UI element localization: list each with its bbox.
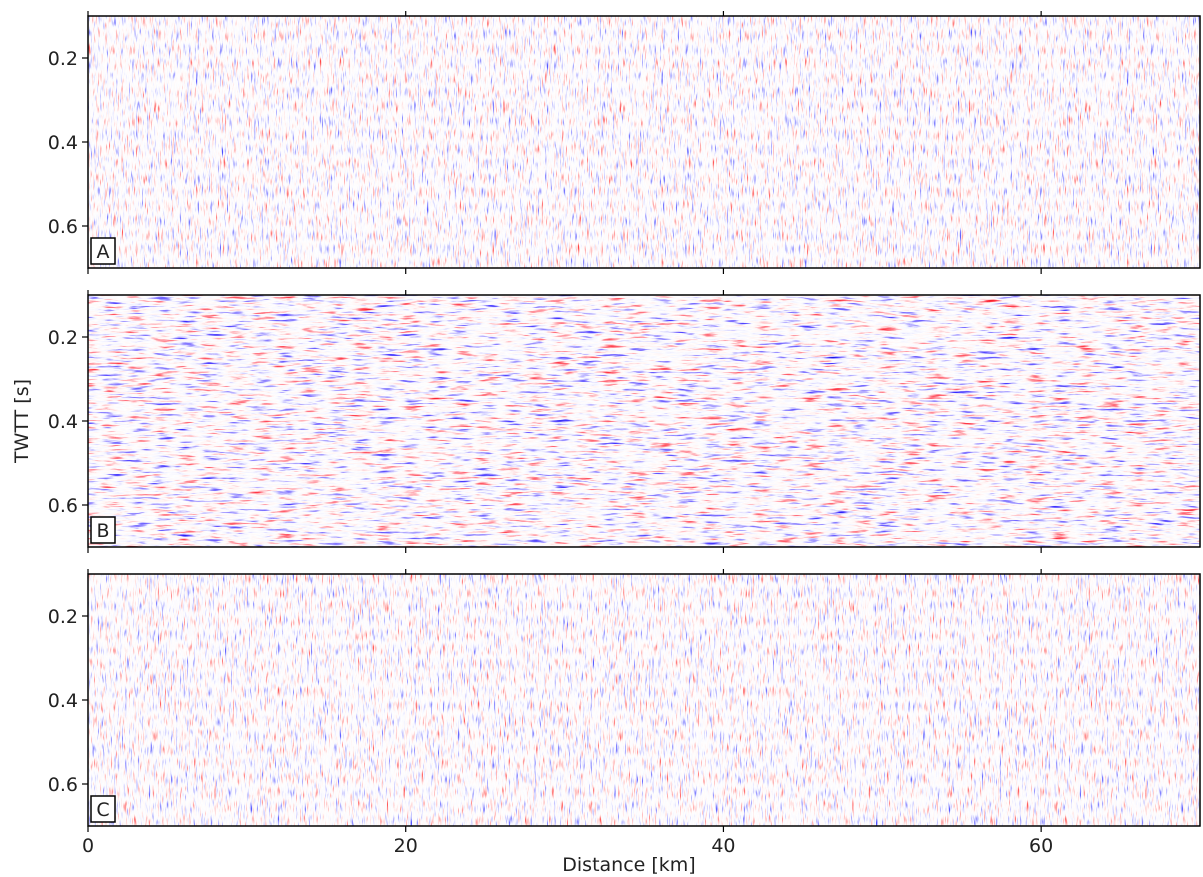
y-tick-label: 0.6 — [48, 495, 78, 517]
y-tick-label: 0.4 — [48, 411, 78, 433]
x-tick-label: 40 — [711, 835, 735, 857]
y-tick-label: 0.2 — [48, 48, 78, 70]
y-tick-label: 0.6 — [48, 216, 78, 238]
panel-label: C — [96, 799, 109, 821]
panel-label: B — [96, 520, 109, 542]
x-tick-label: 20 — [394, 835, 418, 857]
x-tick-label: 60 — [1029, 835, 1053, 857]
y-tick-label: 0.2 — [48, 327, 78, 349]
seismic-image — [88, 574, 1200, 826]
y-tick-label: 0.4 — [48, 690, 78, 712]
x-axis-label: Distance [km] — [562, 854, 695, 876]
y-tick-label: 0.2 — [48, 606, 78, 628]
panel-label-box — [90, 237, 116, 265]
seismic-image — [88, 16, 1200, 268]
panel-label-box — [90, 516, 116, 544]
y-axis-label: TWTT [s] — [11, 379, 33, 464]
y-tick-label: 0.6 — [48, 774, 78, 796]
x-tick-label: 0 — [82, 835, 94, 857]
panel-label: A — [97, 241, 110, 263]
seismic-image — [88, 295, 1200, 547]
y-tick-label: 0.4 — [48, 132, 78, 154]
panel-label-box — [90, 795, 116, 823]
